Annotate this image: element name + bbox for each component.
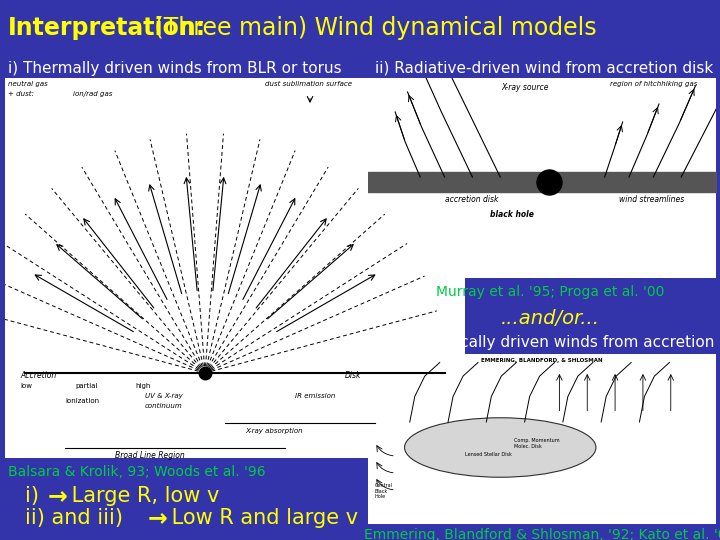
Ellipse shape xyxy=(405,418,596,477)
Text: X-ray absorption: X-ray absorption xyxy=(245,428,302,434)
Text: Broad Line Region: Broad Line Region xyxy=(115,451,185,460)
Text: Central
Black
Hole: Central Black Hole xyxy=(375,483,393,500)
Text: EMMERING, BLANDFORD, & SHLOSMAN: EMMERING, BLANDFORD, & SHLOSMAN xyxy=(481,358,603,363)
Text: (Three main) Wind dynamical models: (Three main) Wind dynamical models xyxy=(147,16,597,40)
Text: neutral gas: neutral gas xyxy=(8,81,48,87)
Text: Accretion: Accretion xyxy=(20,371,56,380)
Text: i): i) xyxy=(25,486,45,506)
Text: Low R and large v: Low R and large v xyxy=(165,508,358,528)
Text: continuum: continuum xyxy=(145,403,183,409)
Text: X-ray source: X-ray source xyxy=(501,83,549,92)
Text: IR emission: IR emission xyxy=(295,393,336,399)
Text: partial: partial xyxy=(75,383,97,389)
Text: Emmering, Blandford & Shlosman, '92; Kato et al. '03: Emmering, Blandford & Shlosman, '92; Kat… xyxy=(364,528,720,540)
Text: low: low xyxy=(20,383,32,389)
Text: ii) Radiative-driven wind from accretion disk: ii) Radiative-driven wind from accretion… xyxy=(375,60,714,76)
Text: →: → xyxy=(48,484,68,508)
Text: + dust:: + dust: xyxy=(8,91,34,97)
Text: Comp. Momentum
Molec. Disk: Comp. Momentum Molec. Disk xyxy=(514,438,559,449)
Text: ...and/or...: ...and/or... xyxy=(500,308,600,327)
Text: accretion disk: accretion disk xyxy=(444,195,498,204)
FancyBboxPatch shape xyxy=(368,354,716,524)
Text: Interpretation:: Interpretation: xyxy=(8,16,206,40)
Text: ii) and iii): ii) and iii) xyxy=(25,508,130,528)
Text: ion/rad gas: ion/rad gas xyxy=(73,91,112,97)
Text: Lensed Stellar Disk: Lensed Stellar Disk xyxy=(465,452,513,457)
Text: UV & X-ray: UV & X-ray xyxy=(145,393,183,399)
Text: Disk: Disk xyxy=(345,371,361,380)
Text: Murray et al. '95; Proga et al. '00: Murray et al. '95; Proga et al. '00 xyxy=(436,285,664,299)
Text: Large R, low v: Large R, low v xyxy=(65,486,220,506)
Text: high: high xyxy=(135,383,150,389)
Text: i) Thermally driven winds from BLR or torus: i) Thermally driven winds from BLR or to… xyxy=(8,60,341,76)
Text: wind streamlines: wind streamlines xyxy=(618,195,684,204)
Text: Balsara & Krolik, 93; Woods et al. '96: Balsara & Krolik, 93; Woods et al. '96 xyxy=(8,465,266,479)
Text: region of hitchhiking gas: region of hitchhiking gas xyxy=(610,81,697,87)
Text: black hole: black hole xyxy=(490,210,534,219)
Text: →: → xyxy=(148,506,168,530)
FancyBboxPatch shape xyxy=(5,78,465,458)
FancyBboxPatch shape xyxy=(368,78,716,278)
Text: dust sublimation surface: dust sublimation surface xyxy=(265,81,352,87)
Text: ionization: ionization xyxy=(65,398,99,404)
Text: iii) Magnetically driven winds from accretion disk: iii) Magnetically driven winds from accr… xyxy=(375,334,720,349)
